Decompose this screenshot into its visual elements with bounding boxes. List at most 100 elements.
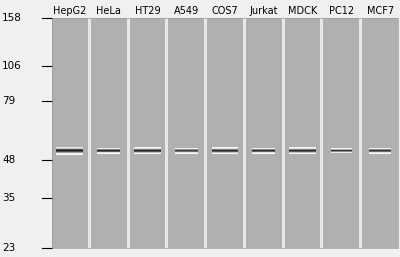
Bar xyxy=(165,18,168,248)
Text: Jurkat: Jurkat xyxy=(250,6,278,16)
Bar xyxy=(134,147,161,148)
Bar xyxy=(56,149,83,150)
Bar xyxy=(282,18,285,248)
Bar xyxy=(56,151,83,152)
Bar xyxy=(134,150,161,151)
Bar xyxy=(204,18,207,248)
Bar xyxy=(331,148,352,149)
Bar xyxy=(252,152,276,153)
Bar xyxy=(126,18,130,248)
Bar xyxy=(97,149,120,150)
Bar xyxy=(252,150,276,151)
Bar xyxy=(134,151,161,152)
Bar xyxy=(97,151,120,152)
Bar xyxy=(246,18,282,248)
Bar xyxy=(289,153,316,154)
Text: 48: 48 xyxy=(2,155,15,165)
Bar xyxy=(91,18,126,248)
Text: MCF7: MCF7 xyxy=(366,6,394,16)
Bar xyxy=(252,152,276,153)
Bar xyxy=(252,149,276,150)
Bar xyxy=(97,148,120,149)
Bar xyxy=(56,150,83,151)
Bar xyxy=(52,18,398,248)
Bar xyxy=(52,18,398,248)
Bar xyxy=(134,152,161,153)
Bar xyxy=(369,152,391,153)
Bar xyxy=(331,149,352,150)
Bar xyxy=(289,151,316,152)
Bar xyxy=(97,152,120,153)
Bar xyxy=(174,151,198,152)
Text: 106: 106 xyxy=(2,61,22,71)
Bar xyxy=(174,149,198,150)
Bar xyxy=(212,152,238,153)
Bar xyxy=(174,150,198,151)
Text: COS7: COS7 xyxy=(212,6,238,16)
Bar xyxy=(289,148,316,149)
Bar xyxy=(212,147,238,148)
Bar xyxy=(97,150,120,151)
Text: 35: 35 xyxy=(2,193,15,203)
Bar xyxy=(56,152,83,153)
Bar xyxy=(369,151,391,152)
Bar xyxy=(56,154,83,155)
Bar xyxy=(56,147,83,148)
Bar xyxy=(289,149,316,150)
Bar xyxy=(289,150,316,151)
Bar xyxy=(252,153,276,154)
Text: PC12: PC12 xyxy=(329,6,354,16)
Bar xyxy=(174,153,198,154)
Text: 79: 79 xyxy=(2,96,15,106)
Text: 23: 23 xyxy=(2,243,15,253)
Text: HepG2: HepG2 xyxy=(53,6,86,16)
Bar xyxy=(56,153,83,154)
Bar xyxy=(207,18,243,248)
Bar xyxy=(331,150,352,151)
Bar xyxy=(88,18,91,248)
Bar xyxy=(174,152,198,153)
Text: HT29: HT29 xyxy=(135,6,160,16)
Bar xyxy=(174,149,198,150)
Bar xyxy=(56,148,83,149)
Bar xyxy=(52,18,88,248)
Bar xyxy=(212,153,238,154)
Bar xyxy=(289,152,316,153)
Bar xyxy=(97,149,120,150)
Bar xyxy=(331,151,352,152)
Bar xyxy=(97,153,120,154)
Bar xyxy=(369,153,391,154)
Bar xyxy=(331,148,352,149)
Bar xyxy=(174,152,198,153)
Bar xyxy=(134,148,161,149)
Bar xyxy=(97,152,120,153)
Bar xyxy=(56,149,83,150)
Bar xyxy=(369,149,391,150)
Bar xyxy=(174,148,198,149)
Bar xyxy=(331,152,352,153)
Bar xyxy=(252,149,276,150)
Bar xyxy=(324,18,359,248)
Bar xyxy=(331,150,352,151)
Bar xyxy=(362,18,398,248)
Text: HeLa: HeLa xyxy=(96,6,121,16)
Bar xyxy=(212,149,238,150)
Bar xyxy=(212,151,238,152)
Bar xyxy=(369,150,391,151)
Text: 158: 158 xyxy=(2,13,22,23)
Bar xyxy=(168,18,204,248)
Bar xyxy=(134,149,161,150)
Bar xyxy=(243,18,246,248)
Text: MDCK: MDCK xyxy=(288,6,317,16)
Bar xyxy=(134,153,161,154)
Bar xyxy=(320,18,324,248)
Bar xyxy=(331,149,352,150)
Bar xyxy=(359,18,362,248)
Bar xyxy=(56,151,83,152)
Text: A549: A549 xyxy=(174,6,199,16)
Bar xyxy=(212,148,238,149)
Bar xyxy=(130,18,165,248)
Bar xyxy=(369,149,391,150)
Bar xyxy=(369,152,391,153)
Bar xyxy=(212,150,238,151)
